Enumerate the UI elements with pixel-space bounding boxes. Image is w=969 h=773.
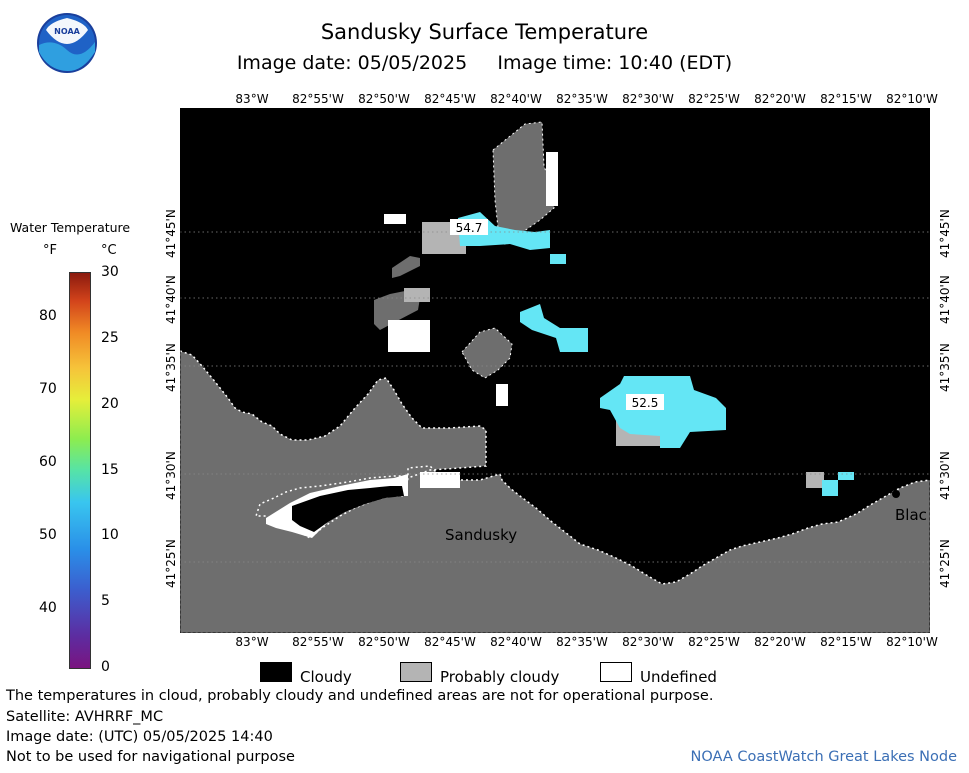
temp-label-bg — [626, 394, 664, 410]
lon-label-top-0: 83°W — [235, 92, 269, 106]
footer-note: The temperatures in cloud, probably clou… — [6, 688, 714, 704]
temp-label: 54.7 — [456, 221, 483, 235]
lon-label-bottom-6: 82°30'W — [622, 635, 674, 649]
celsius-tick-0: 30 — [101, 264, 119, 280]
map-grid — [180, 231, 930, 563]
footer-satellite: Satellite: AVHRRF_MC — [6, 709, 164, 725]
lon-label-bottom-7: 82°25'W — [688, 635, 740, 649]
water-temp-area — [822, 480, 838, 496]
water-temp-area — [838, 472, 854, 480]
land-south — [180, 350, 930, 633]
island-kelleys — [492, 121, 555, 245]
lon-label-bottom-8: 82°20'W — [754, 635, 806, 649]
footer-utc-date: Image date: (UTC) 05/05/2025 14:40 — [6, 729, 273, 745]
logo-text: NOAA — [54, 27, 80, 36]
footer-credit: NOAA CoastWatch Great Lakes Node — [690, 749, 957, 765]
lon-label-top-10: 82°10'W — [886, 92, 938, 106]
water-temp-area — [550, 254, 566, 264]
lon-label-bottom-1: 82°55'W — [292, 635, 344, 649]
undefined-area — [388, 320, 430, 352]
lat-label-right-2: 41°35'N — [938, 343, 952, 392]
map-title: Sandusky Surface Temperature — [320, 20, 649, 44]
lon-label-bottom-3: 82°45'W — [424, 635, 476, 649]
island-mid — [461, 327, 513, 379]
map-subtitle: Image date: 05/05/2025 Image time: 10:40… — [0, 52, 969, 74]
celsius-tick-2: 20 — [101, 395, 119, 412]
celsius-tick-1: 25 — [101, 329, 119, 346]
lon-label-top-3: 82°45'W — [424, 92, 476, 106]
footer-nav-warning: Not to be used for navigational purpose — [6, 749, 295, 765]
unit-fahrenheit: °F — [43, 243, 57, 258]
undefined-area — [420, 472, 460, 488]
island-small — [392, 256, 420, 278]
undefined-area — [546, 152, 558, 206]
fahrenheit-tick-2: 60 — [39, 454, 57, 471]
key-undefined-label: Undefined — [640, 668, 717, 686]
sandusky-bay-cloud — [292, 486, 404, 532]
celsius-tick-4: 10 — [101, 527, 119, 544]
probably-cloudy-area — [404, 288, 430, 302]
lon-label-bottom-10: 82°10'W — [886, 635, 938, 649]
undefined-area — [496, 384, 508, 406]
image-date: Image date: 05/05/2025 — [236, 52, 468, 74]
temperature-colorbar — [69, 272, 91, 669]
undefined-area — [384, 214, 406, 224]
lat-label-left-0: 41°45'N — [164, 209, 178, 258]
key-cloudy-label: Cloudy — [300, 668, 352, 686]
lon-label-top-6: 82°30'W — [622, 92, 674, 106]
fahrenheit-tick-4: 40 — [39, 600, 57, 617]
fahrenheit-tick-0: 80 — [39, 307, 57, 324]
temp-label-bg — [450, 219, 488, 235]
lon-label-top-9: 82°15'W — [820, 92, 872, 106]
unit-celsius: °C — [101, 243, 117, 258]
celsius-tick-5: 5 — [101, 593, 110, 610]
fahrenheit-tick-1: 70 — [39, 381, 57, 398]
lat-label-right-3: 41°30'N — [938, 451, 952, 500]
lon-label-top-8: 82°20'W — [754, 92, 806, 106]
sst-map: 54.7 52.5 Sandusky Blac — [180, 108, 930, 633]
noaa-logo-icon: NOAA — [37, 13, 97, 73]
celsius-tick-6: 0 — [101, 659, 110, 675]
lat-label-left-4: 41°25'N — [164, 539, 178, 588]
lat-label-right-0: 41°45'N — [938, 209, 952, 258]
lat-label-left-2: 41°35'N — [164, 343, 178, 392]
lon-label-top-2: 82°50'W — [358, 92, 410, 106]
temp-label: 52.5 — [632, 396, 659, 410]
lat-label-right-4: 41°25'N — [938, 539, 952, 588]
image-time: Image time: 10:40 (EDT) — [497, 52, 733, 74]
lon-label-top-4: 82°40'W — [490, 92, 542, 106]
lon-label-bottom-5: 82°35'W — [556, 635, 608, 649]
key-undefined-swatch — [600, 662, 632, 682]
place-marker — [892, 490, 900, 498]
lon-label-top-1: 82°55'W — [292, 92, 344, 106]
key-cloudy-swatch — [260, 662, 292, 682]
lat-label-left-3: 41°30'N — [164, 451, 178, 500]
lon-label-top-7: 82°25'W — [688, 92, 740, 106]
legend-title: Water Temperature — [10, 220, 131, 235]
probably-cloudy-area — [806, 472, 824, 488]
lon-label-top-5: 82°35'W — [556, 92, 608, 106]
water-temp-area-mid — [520, 304, 588, 352]
key-probably-cloudy-swatch — [400, 662, 432, 682]
place-label-sandusky: Sandusky — [445, 526, 517, 544]
place-label-blac: Blac — [895, 506, 927, 524]
key-probably-cloudy-label: Probably cloudy — [440, 668, 560, 686]
lon-label-bottom-2: 82°50'W — [358, 635, 410, 649]
lon-label-bottom-9: 82°15'W — [820, 635, 872, 649]
lon-label-bottom-4: 82°40'W — [490, 635, 542, 649]
lat-label-right-1: 41°40'N — [938, 275, 952, 324]
fahrenheit-tick-3: 50 — [39, 527, 57, 544]
celsius-tick-3: 15 — [101, 461, 119, 478]
lat-label-left-1: 41°40'N — [164, 275, 178, 324]
lon-label-bottom-0: 83°W — [235, 635, 269, 649]
